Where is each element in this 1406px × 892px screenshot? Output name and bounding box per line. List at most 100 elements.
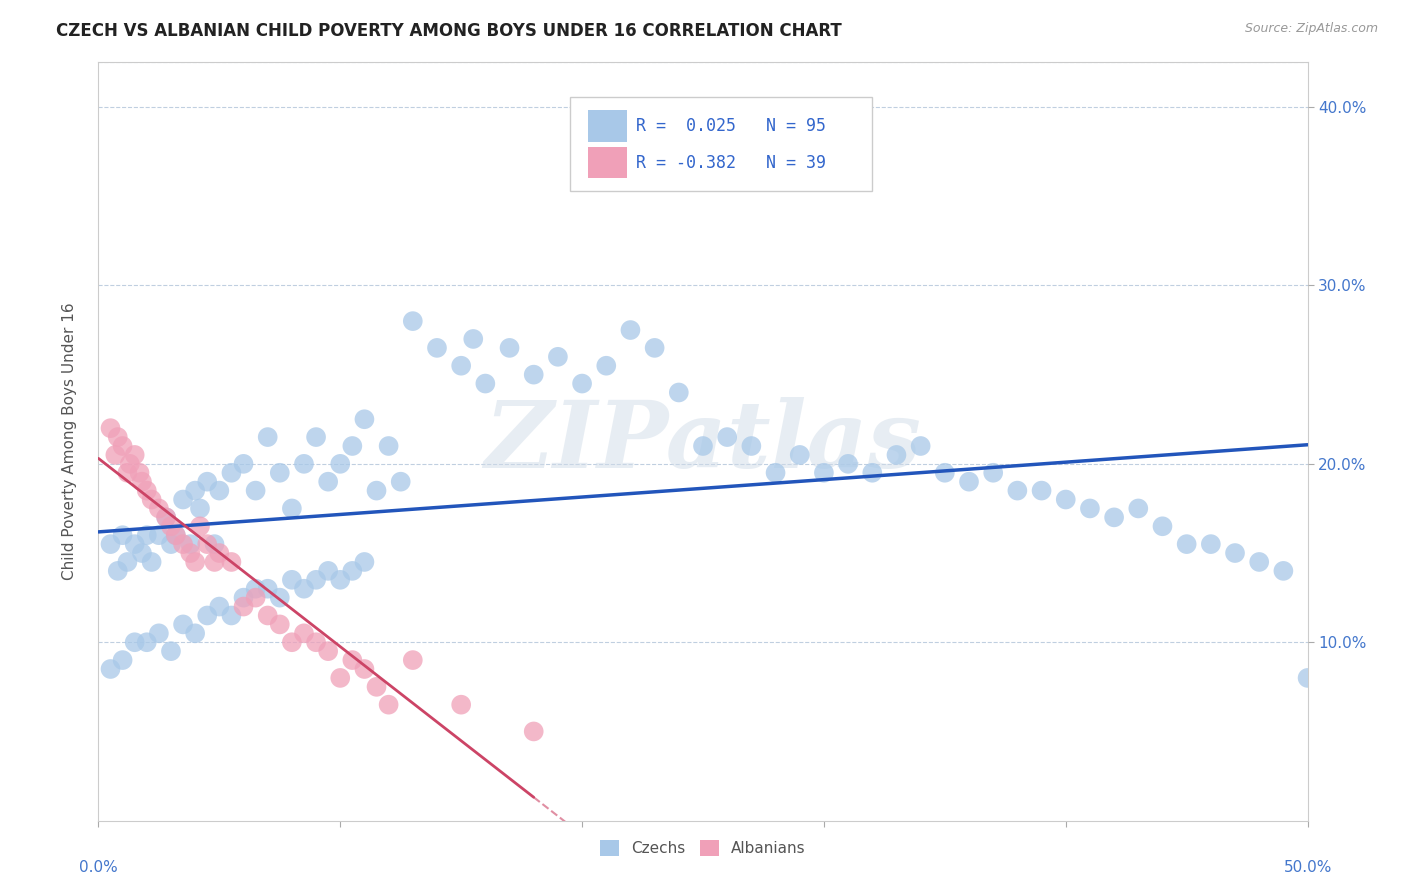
Point (204, 555, 226, 569)
Point (118, 457, 141, 471)
Point (1272, 564, 1295, 578)
Point (1199, 537, 1222, 551)
Text: Source: ZipAtlas.com: Source: ZipAtlas.com (1244, 22, 1378, 36)
Point (1223, 546, 1246, 560)
Point (165, 528, 187, 542)
Point (135, 483, 157, 498)
Point (221, 555, 243, 569)
Point (269, 591, 291, 605)
Point (281, 635, 304, 649)
Point (450, 698, 472, 712)
Point (184, 626, 207, 640)
FancyBboxPatch shape (588, 111, 627, 142)
Point (292, 582, 315, 596)
Point (208, 599, 231, 614)
Point (204, 537, 226, 551)
Point (342, 653, 364, 667)
Point (1054, 492, 1077, 507)
Point (131, 546, 153, 560)
Point (269, 617, 291, 632)
Point (316, 564, 339, 578)
Point (148, 528, 170, 542)
Point (141, 492, 163, 507)
Point (523, 724, 546, 739)
Point (188, 501, 211, 516)
Point (111, 653, 134, 667)
Point (232, 457, 254, 471)
Point (148, 626, 170, 640)
Point (789, 448, 811, 462)
Point (245, 591, 267, 605)
Point (104, 448, 127, 462)
Y-axis label: Child Poverty Among Boys Under 16: Child Poverty Among Boys Under 16 (62, 302, 77, 581)
Point (195, 475, 218, 489)
Point (124, 537, 146, 551)
Point (813, 466, 835, 480)
Point (860, 466, 883, 480)
Point (366, 483, 388, 498)
Point (342, 439, 364, 453)
Point (1031, 483, 1053, 498)
Point (981, 466, 1004, 480)
Text: 50.0%: 50.0% (1284, 860, 1331, 875)
Point (281, 501, 304, 516)
Point (329, 671, 352, 685)
Point (256, 608, 278, 623)
Point (195, 608, 218, 623)
Point (668, 385, 690, 400)
Text: CZECH VS ALBANIAN CHILD POVERTY AMONG BOYS UNDER 16 CORRELATION CHART: CZECH VS ALBANIAN CHILD POVERTY AMONG BO… (56, 22, 842, 40)
Point (107, 430, 129, 444)
Point (292, 457, 315, 471)
Point (910, 439, 932, 453)
Point (135, 528, 157, 542)
Point (305, 430, 328, 444)
Point (117, 555, 139, 569)
Point (342, 564, 364, 578)
Point (353, 412, 375, 426)
Point (195, 537, 218, 551)
Point (389, 475, 412, 489)
Point (208, 483, 231, 498)
Point (377, 439, 399, 453)
Point (172, 537, 194, 551)
Point (402, 314, 425, 328)
Point (155, 510, 177, 524)
Point (172, 492, 194, 507)
Point (886, 448, 908, 462)
Point (160, 537, 183, 551)
Point (155, 510, 177, 524)
Point (221, 466, 243, 480)
Point (402, 653, 425, 667)
Point (1344, 189, 1367, 203)
Point (292, 626, 315, 640)
Point (281, 573, 304, 587)
Point (1078, 501, 1101, 516)
Point (316, 475, 339, 489)
Text: R =  0.025   N = 95: R = 0.025 N = 95 (637, 117, 827, 135)
Point (1128, 501, 1150, 516)
Point (353, 555, 375, 569)
Point (366, 680, 388, 694)
Text: R = -0.382   N = 39: R = -0.382 N = 39 (637, 153, 827, 171)
FancyBboxPatch shape (588, 146, 627, 178)
Point (245, 483, 267, 498)
Point (208, 546, 231, 560)
Point (128, 466, 150, 480)
Point (131, 475, 153, 489)
Point (377, 698, 399, 712)
Point (160, 644, 183, 658)
Point (474, 376, 496, 391)
Point (498, 341, 520, 355)
Point (256, 430, 278, 444)
Point (111, 439, 134, 453)
Point (571, 376, 593, 391)
Point (179, 546, 201, 560)
Point (179, 537, 201, 551)
Point (329, 573, 352, 587)
Point (221, 608, 243, 623)
Point (716, 430, 738, 444)
Point (184, 555, 207, 569)
Point (450, 359, 472, 373)
Point (1249, 555, 1271, 569)
Point (1152, 519, 1174, 533)
